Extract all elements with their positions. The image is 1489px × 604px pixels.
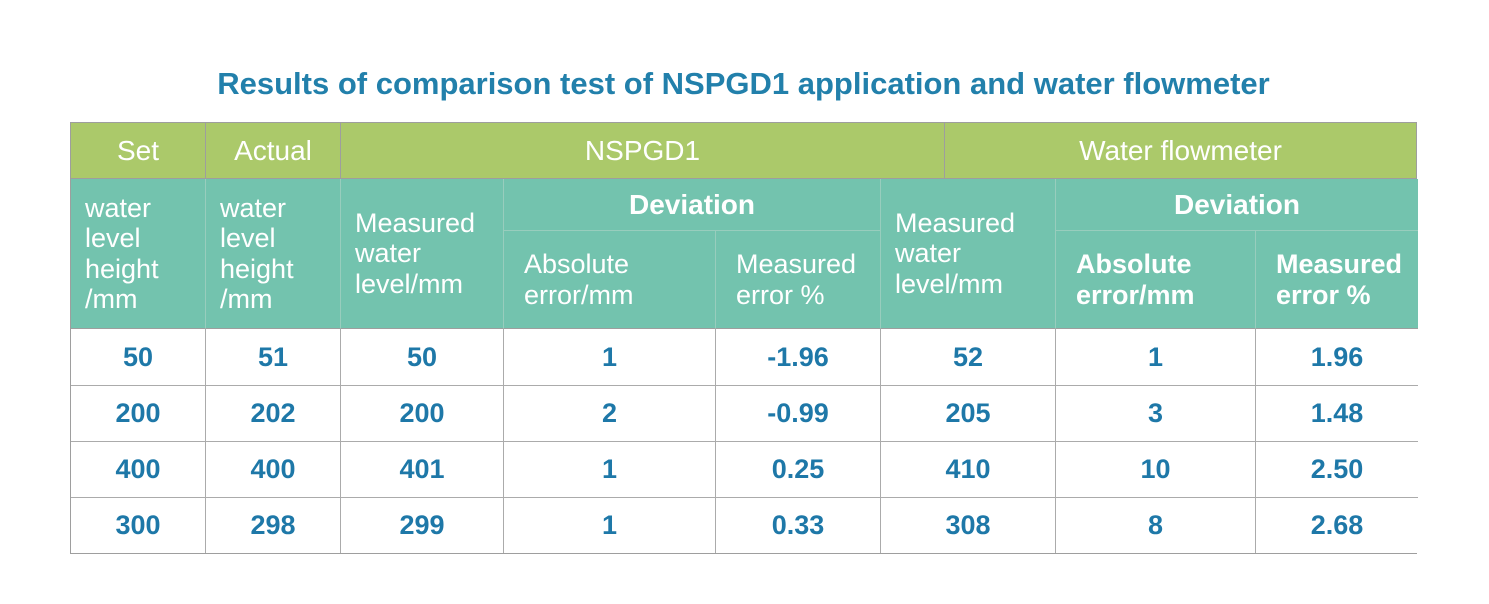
table-cell: 2.68 [1256, 497, 1418, 553]
table-cell: -1.96 [716, 329, 881, 385]
table-row: 300 298 299 1 0.33 308 8 2.68 [71, 497, 1418, 553]
table-cell: 1 [504, 497, 716, 553]
col-header-flowmeter-absolute-error: Absolute error/mm [1056, 231, 1256, 329]
table-cell: 401 [341, 441, 504, 497]
sub-header-row-top: water level height /mm water level heigh… [71, 179, 1418, 329]
col-header-set-water-level: water level height /mm [71, 179, 206, 329]
table-cell: 1.48 [1256, 385, 1418, 441]
table-title: Results of comparison test of NSPGD1 app… [217, 66, 1270, 101]
table-cell: 308 [881, 497, 1056, 553]
table-cell: 1 [1056, 329, 1256, 385]
table-cell: 202 [206, 385, 341, 441]
group-header-set: Set [71, 123, 206, 178]
table-cell: 10 [1056, 441, 1256, 497]
table-cell: 410 [881, 441, 1056, 497]
col-header-actual-water-level: water level height /mm [206, 179, 341, 329]
comparison-table: Set Actual NSPGD1 Water flowmeter water … [70, 122, 1418, 554]
col-header-flowmeter-deviation: Deviation [1056, 179, 1418, 231]
table-header-body: water level height /mm water level heigh… [71, 179, 1418, 329]
col-header-nspgd1-measured-error: Measured error % [716, 231, 881, 329]
results-table: water level height /mm water level heigh… [71, 179, 1418, 553]
table-cell: 8 [1056, 497, 1256, 553]
table-cell: 205 [881, 385, 1056, 441]
table-cell: 50 [71, 329, 206, 385]
col-header-nspgd1-measured-level: Measured water level/mm [341, 179, 504, 329]
table-row: 50 51 50 1 -1.96 52 1 1.96 [71, 329, 1418, 385]
table-cell: 200 [341, 385, 504, 441]
table-cell: 299 [341, 497, 504, 553]
table-row: 400 400 401 1 0.25 410 10 2.50 [71, 441, 1418, 497]
table-cell: 50 [341, 329, 504, 385]
col-header-flowmeter-measured-level: Measured water level/mm [881, 179, 1056, 329]
table-cell: 400 [206, 441, 341, 497]
table-cell: 51 [206, 329, 341, 385]
table-cell: 0.33 [716, 497, 881, 553]
col-header-nspgd1-absolute-error: Absolute error/mm [504, 231, 716, 329]
col-header-flowmeter-measured-error: Measured error % [1256, 231, 1418, 329]
group-header-row: Set Actual NSPGD1 Water flowmeter [71, 123, 1416, 179]
group-header-nspgd1: NSPGD1 [341, 123, 945, 178]
table-row: 200 202 200 2 -0.99 205 3 1.48 [71, 385, 1418, 441]
sub-header-row-bottom: Absolute error/mm Measured error % Absol… [71, 231, 1418, 329]
table-cell: 200 [71, 385, 206, 441]
table-cell: 300 [71, 497, 206, 553]
table-cell: 2 [504, 385, 716, 441]
table-cell: 0.25 [716, 441, 881, 497]
table-cell: 1 [504, 329, 716, 385]
table-cell: 298 [206, 497, 341, 553]
col-header-nspgd1-deviation: Deviation [504, 179, 881, 231]
table-cell: 3 [1056, 385, 1256, 441]
table-cell: 52 [881, 329, 1056, 385]
table-cell: 400 [71, 441, 206, 497]
table-data-body: 50 51 50 1 -1.96 52 1 1.96 200 202 200 2… [71, 329, 1418, 553]
group-header-water-flowmeter: Water flowmeter [945, 123, 1416, 178]
table-cell: 1 [504, 441, 716, 497]
table-cell: 2.50 [1256, 441, 1418, 497]
table-cell: 1.96 [1256, 329, 1418, 385]
group-header-actual: Actual [206, 123, 341, 178]
table-cell: -0.99 [716, 385, 881, 441]
